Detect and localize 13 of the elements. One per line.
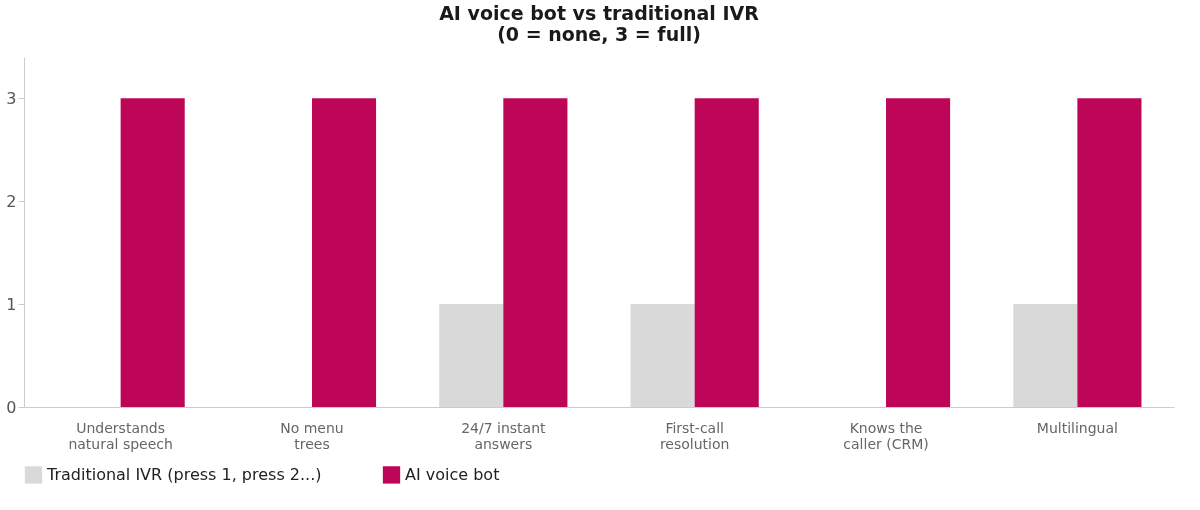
- y-tick-label: 2: [6, 191, 17, 211]
- legend-label: Traditional IVR (press 1, press 2...): [46, 464, 322, 484]
- y-tick-label: 3: [6, 88, 17, 108]
- x-tick-label: 24/7 instant answers: [461, 419, 547, 452]
- x-tick-label: First-call resolution: [659, 419, 730, 452]
- y-tick-label: 0: [6, 397, 17, 417]
- x-tick-label: Multilingual: [1036, 419, 1118, 436]
- x-tick-label: No menu trees: [280, 419, 344, 452]
- chart-title: AI voice bot vs traditional IVR (0 = none, 3 = full): [439, 2, 760, 45]
- y-tick-label: 1: [6, 294, 17, 314]
- legend-label: AI voice bot: [405, 464, 500, 484]
- x-tick-label: Understands natural speech: [68, 419, 173, 452]
- x-tick-label: Knows the caller (CRM): [843, 419, 929, 452]
